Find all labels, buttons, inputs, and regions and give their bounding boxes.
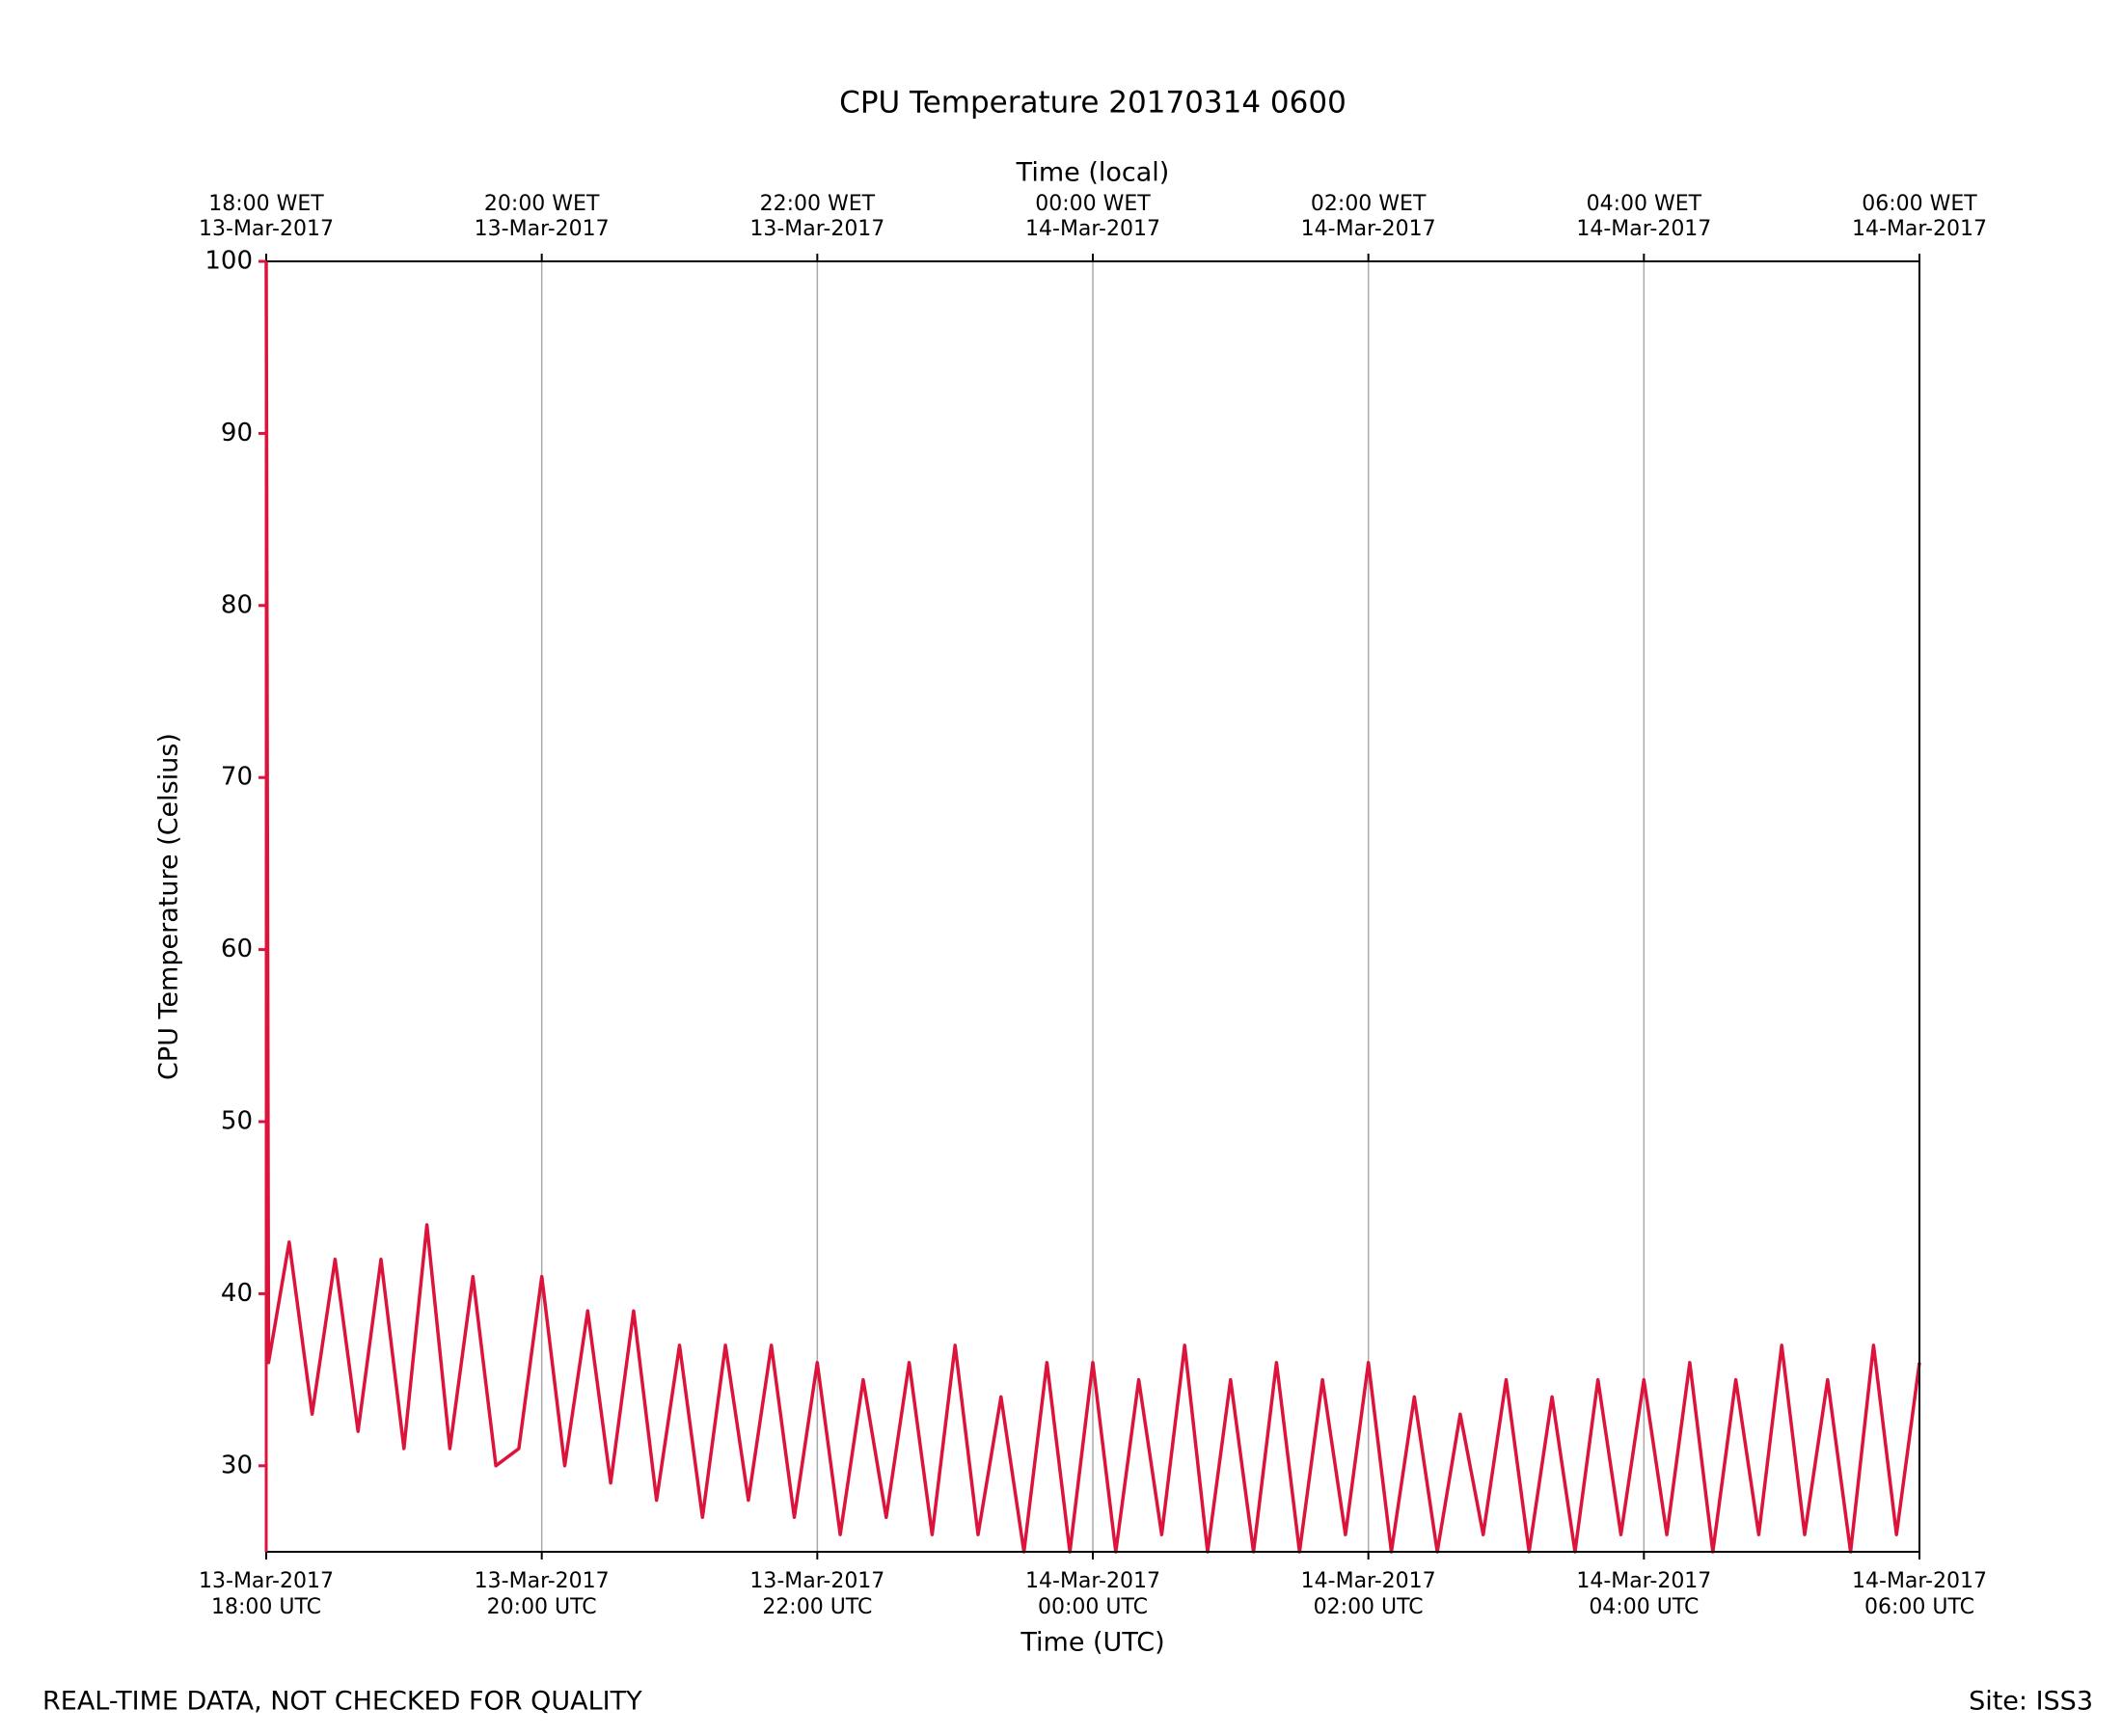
x2-tick-label: 14-Mar-2017 xyxy=(1852,217,1987,241)
x-tick-label: 14-Mar-2017 xyxy=(1576,1569,1711,1593)
x2-tick-label: 04:00 WET xyxy=(1587,192,1702,216)
x-tick-label: 14-Mar-2017 xyxy=(1301,1569,1436,1593)
y-tick-label: 30 xyxy=(221,1451,253,1479)
y-tick-label: 70 xyxy=(221,763,253,792)
x2-tick-label: 06:00 WET xyxy=(1862,192,1977,216)
x-tick-label: 13-Mar-2017 xyxy=(199,1569,334,1593)
x-tick-label: 22:00 UTC xyxy=(762,1595,872,1619)
x2-tick-label: 22:00 WET xyxy=(760,192,876,216)
y-axis-title: CPU Temperature (Celsius) xyxy=(154,733,184,1080)
y-tick-label: 90 xyxy=(221,419,253,448)
data-line xyxy=(264,260,1921,1554)
x-axis-title: Time (UTC) xyxy=(1020,1628,1164,1658)
x2-tick-label: 18:00 WET xyxy=(208,192,324,216)
x-tick-label: 04:00 UTC xyxy=(1589,1595,1699,1619)
x2-tick-label: 14-Mar-2017 xyxy=(1576,217,1711,241)
x2-tick-label: 14-Mar-2017 xyxy=(1025,217,1160,241)
y-tick-label: 50 xyxy=(221,1107,253,1136)
x2-tick-label: 13-Mar-2017 xyxy=(475,217,610,241)
x-tick-label: 14-Mar-2017 xyxy=(1852,1569,1987,1593)
y-tick-label: 60 xyxy=(221,935,253,963)
x2-tick-label: 13-Mar-2017 xyxy=(199,217,334,241)
footer-note: REAL-TIME DATA, NOT CHECKED FOR QUALITY xyxy=(42,1687,642,1717)
x-tick-label: 00:00 UTC xyxy=(1038,1595,1148,1619)
x2-tick-label: 02:00 WET xyxy=(1311,192,1427,216)
site-label: Site: ISS3 xyxy=(1969,1687,2093,1717)
y-tick-label: 80 xyxy=(221,590,253,619)
x-tick-label: 02:00 UTC xyxy=(1314,1595,1424,1619)
x-tick-label: 20:00 UTC xyxy=(487,1595,597,1619)
x2-axis-title: Time (local) xyxy=(1016,158,1170,188)
x-tick-label: 18:00 UTC xyxy=(211,1595,321,1619)
x2-tick-label: 00:00 WET xyxy=(1035,192,1151,216)
y-tick-label: 100 xyxy=(204,247,253,276)
chart-title: CPU Temperature 20170314 0600 xyxy=(839,86,1347,121)
x-tick-label: 06:00 UTC xyxy=(1864,1595,1974,1619)
x2-tick-label: 13-Mar-2017 xyxy=(749,217,884,241)
x2-tick-label: 20:00 WET xyxy=(484,192,600,216)
x-tick-label: 14-Mar-2017 xyxy=(1025,1569,1160,1593)
x-tick-label: 13-Mar-2017 xyxy=(475,1569,610,1593)
y-tick-label: 40 xyxy=(221,1279,253,1308)
x2-tick-label: 14-Mar-2017 xyxy=(1301,217,1436,241)
x-tick-label: 13-Mar-2017 xyxy=(749,1569,884,1593)
